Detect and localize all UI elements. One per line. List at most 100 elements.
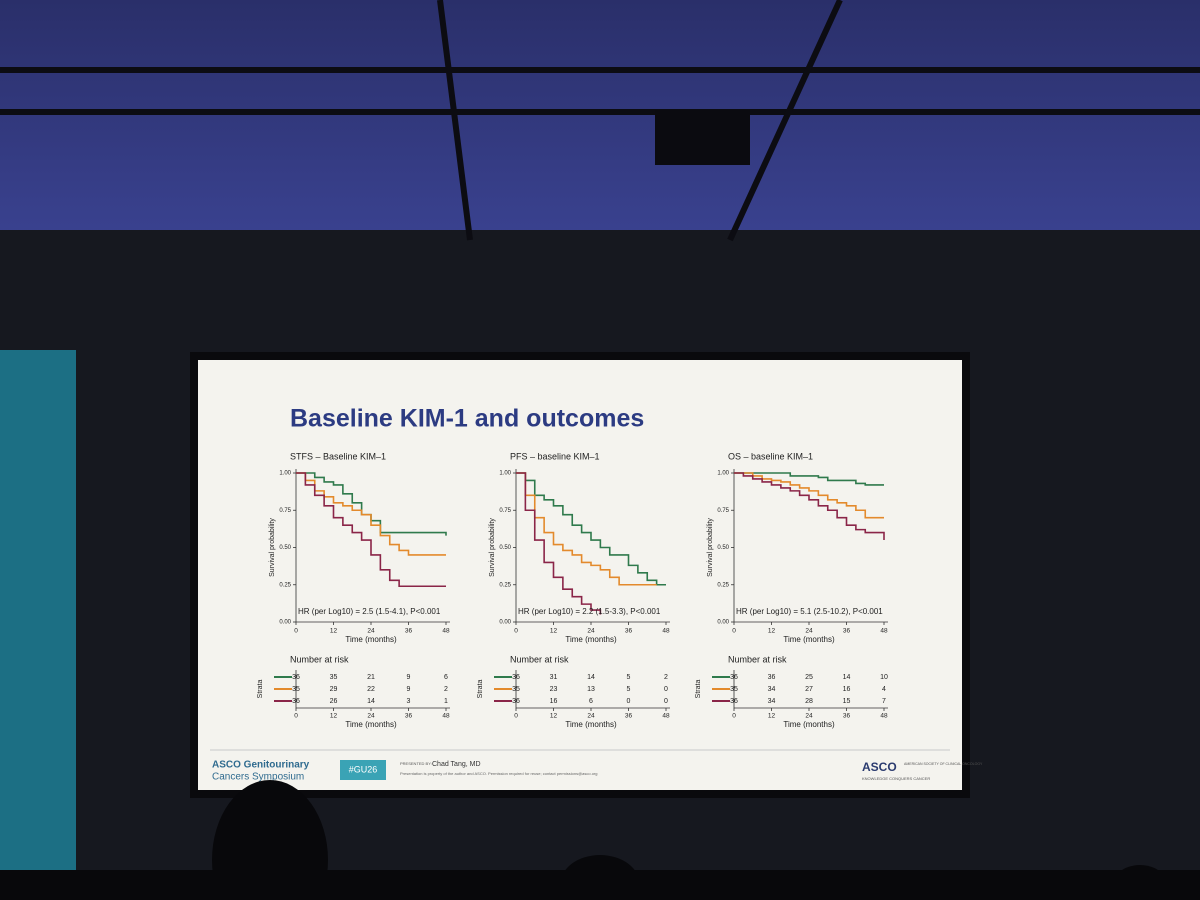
survival-curve	[516, 472, 666, 586]
risk-count: 5	[627, 686, 631, 693]
risk-count: 34	[768, 698, 776, 705]
risk-count: 35	[330, 674, 338, 681]
presenter: Chad Tang, MD	[432, 761, 481, 768]
x-tick-label: 48	[662, 713, 670, 720]
meeting-name: Cancers Symposium	[212, 772, 304, 783]
risk-count: 36	[730, 698, 738, 705]
x-axis-label: Time (months)	[345, 635, 397, 644]
y-tick-label: 0.75	[499, 508, 511, 514]
x-tick-label: 48	[662, 628, 670, 635]
x-tick-label: 48	[442, 713, 450, 720]
x-tick-label: 36	[625, 628, 633, 635]
y-tick-label: 0.75	[279, 508, 291, 514]
y-tick-label: 1.00	[717, 471, 729, 477]
x-tick-label: 48	[442, 628, 450, 635]
survival-curve	[296, 472, 447, 536]
ceiling	[0, 0, 1200, 240]
risk-count: 36	[292, 698, 300, 705]
risk-count: 0	[627, 698, 631, 705]
risk-count: 14	[367, 698, 375, 705]
risk-count: 26	[330, 698, 338, 705]
x-tick-label: 36	[405, 628, 413, 635]
risk-count: 0	[664, 686, 668, 693]
y-tick-label: 0.50	[717, 545, 729, 551]
x-tick-label: 0	[732, 628, 736, 635]
risk-count: 14	[843, 674, 851, 681]
x-tick-label: 0	[294, 713, 298, 720]
risk-count: 9	[407, 674, 411, 681]
y-tick-label: 1.00	[279, 471, 291, 477]
risk-count: 6	[444, 674, 448, 681]
risk-y-label: Strata	[257, 680, 264, 699]
x-tick-label: 48	[880, 628, 888, 635]
risk-count: 23	[550, 686, 558, 693]
risk-count: 34	[768, 686, 776, 693]
x-tick-label: 24	[587, 628, 595, 635]
y-tick-label: 0.75	[717, 508, 729, 514]
y-tick-label: 0.25	[499, 582, 511, 588]
x-tick-label: 36	[405, 713, 413, 720]
risk-y-label: Strata	[695, 680, 702, 699]
x-tick-label: 24	[805, 713, 813, 720]
x-tick-label: 12	[768, 628, 776, 635]
x-tick-label: 36	[625, 713, 633, 720]
risk-count: 16	[843, 686, 851, 693]
logo: ASCO	[862, 760, 897, 774]
meeting-name: ASCO Genitourinary	[212, 760, 310, 771]
risk-count: 10	[880, 674, 888, 681]
chart-title: OS – baseline KIM–1	[728, 451, 813, 461]
audience	[0, 780, 1200, 900]
risk-count: 5	[627, 674, 631, 681]
hr-annotation: HR (per Log10) = 5.1 (2.5-10.2), P<0.001	[736, 607, 883, 616]
km-chart: OS – baseline KIM–1 0.00 0.25 0.50 0.75 1.00 0…	[695, 451, 888, 729]
risk-count: 13	[587, 686, 595, 693]
y-tick-label: 0.00	[279, 620, 291, 626]
y-axis-label: Survival probability	[269, 518, 276, 577]
risk-count: 35	[512, 686, 520, 693]
x-tick-label: 0	[514, 713, 518, 720]
survival-curve	[296, 472, 446, 556]
risk-count: 22	[367, 686, 375, 693]
risk-count: 7	[882, 698, 886, 705]
risk-count: 2	[664, 674, 668, 681]
survival-curve	[296, 472, 446, 588]
y-tick-label: 0.50	[499, 545, 511, 551]
risk-count: 29	[330, 686, 338, 693]
risk-count: 35	[730, 686, 738, 693]
presented-by: PRESENTED BY:	[400, 761, 432, 766]
survival-curve	[516, 472, 657, 586]
x-tick-label: 12	[550, 713, 558, 720]
hashtag: #GU26	[349, 764, 378, 774]
tagline: KNOWLEDGE CONQUERS CANCER	[862, 776, 930, 781]
x-tick-label: 12	[768, 713, 776, 720]
chart-title: PFS – baseline KIM–1	[510, 451, 600, 461]
risk-count: 31	[550, 674, 558, 681]
projector	[655, 110, 750, 165]
risk-count: 36	[292, 674, 300, 681]
slide	[198, 360, 962, 790]
charts: STFS – Baseline KIM–1 0.00 0.25 0.50 0.75 1.0…	[257, 451, 888, 729]
x-tick-label: 36	[843, 713, 851, 720]
risk-count: 21	[367, 674, 375, 681]
chart-title: STFS – Baseline KIM–1	[290, 451, 386, 461]
risk-count: 6	[589, 698, 593, 705]
y-axis-label: Survival probability	[707, 518, 714, 577]
risk-count: 28	[805, 698, 813, 705]
x-axis-label: Time (months)	[783, 635, 835, 644]
x-tick-label: 24	[805, 628, 813, 635]
society: AMERICAN SOCIETY OF CLINICAL ONCOLOGY	[904, 762, 983, 766]
y-tick-label: 0.00	[717, 620, 729, 626]
survival-curve	[516, 472, 602, 615]
risk-count: 1	[444, 698, 448, 705]
x-tick-label: 36	[843, 628, 851, 635]
x-tick-label: 24	[367, 713, 375, 720]
risk-title: Number at risk	[728, 654, 787, 664]
risk-count: 3	[407, 698, 411, 705]
risk-count: 36	[512, 698, 520, 705]
y-axis-label: Survival probability	[489, 518, 496, 577]
x-tick-label: 0	[514, 628, 518, 635]
risk-count: 16	[550, 698, 558, 705]
risk-count: 15	[843, 698, 851, 705]
risk-title: Number at risk	[510, 654, 569, 664]
